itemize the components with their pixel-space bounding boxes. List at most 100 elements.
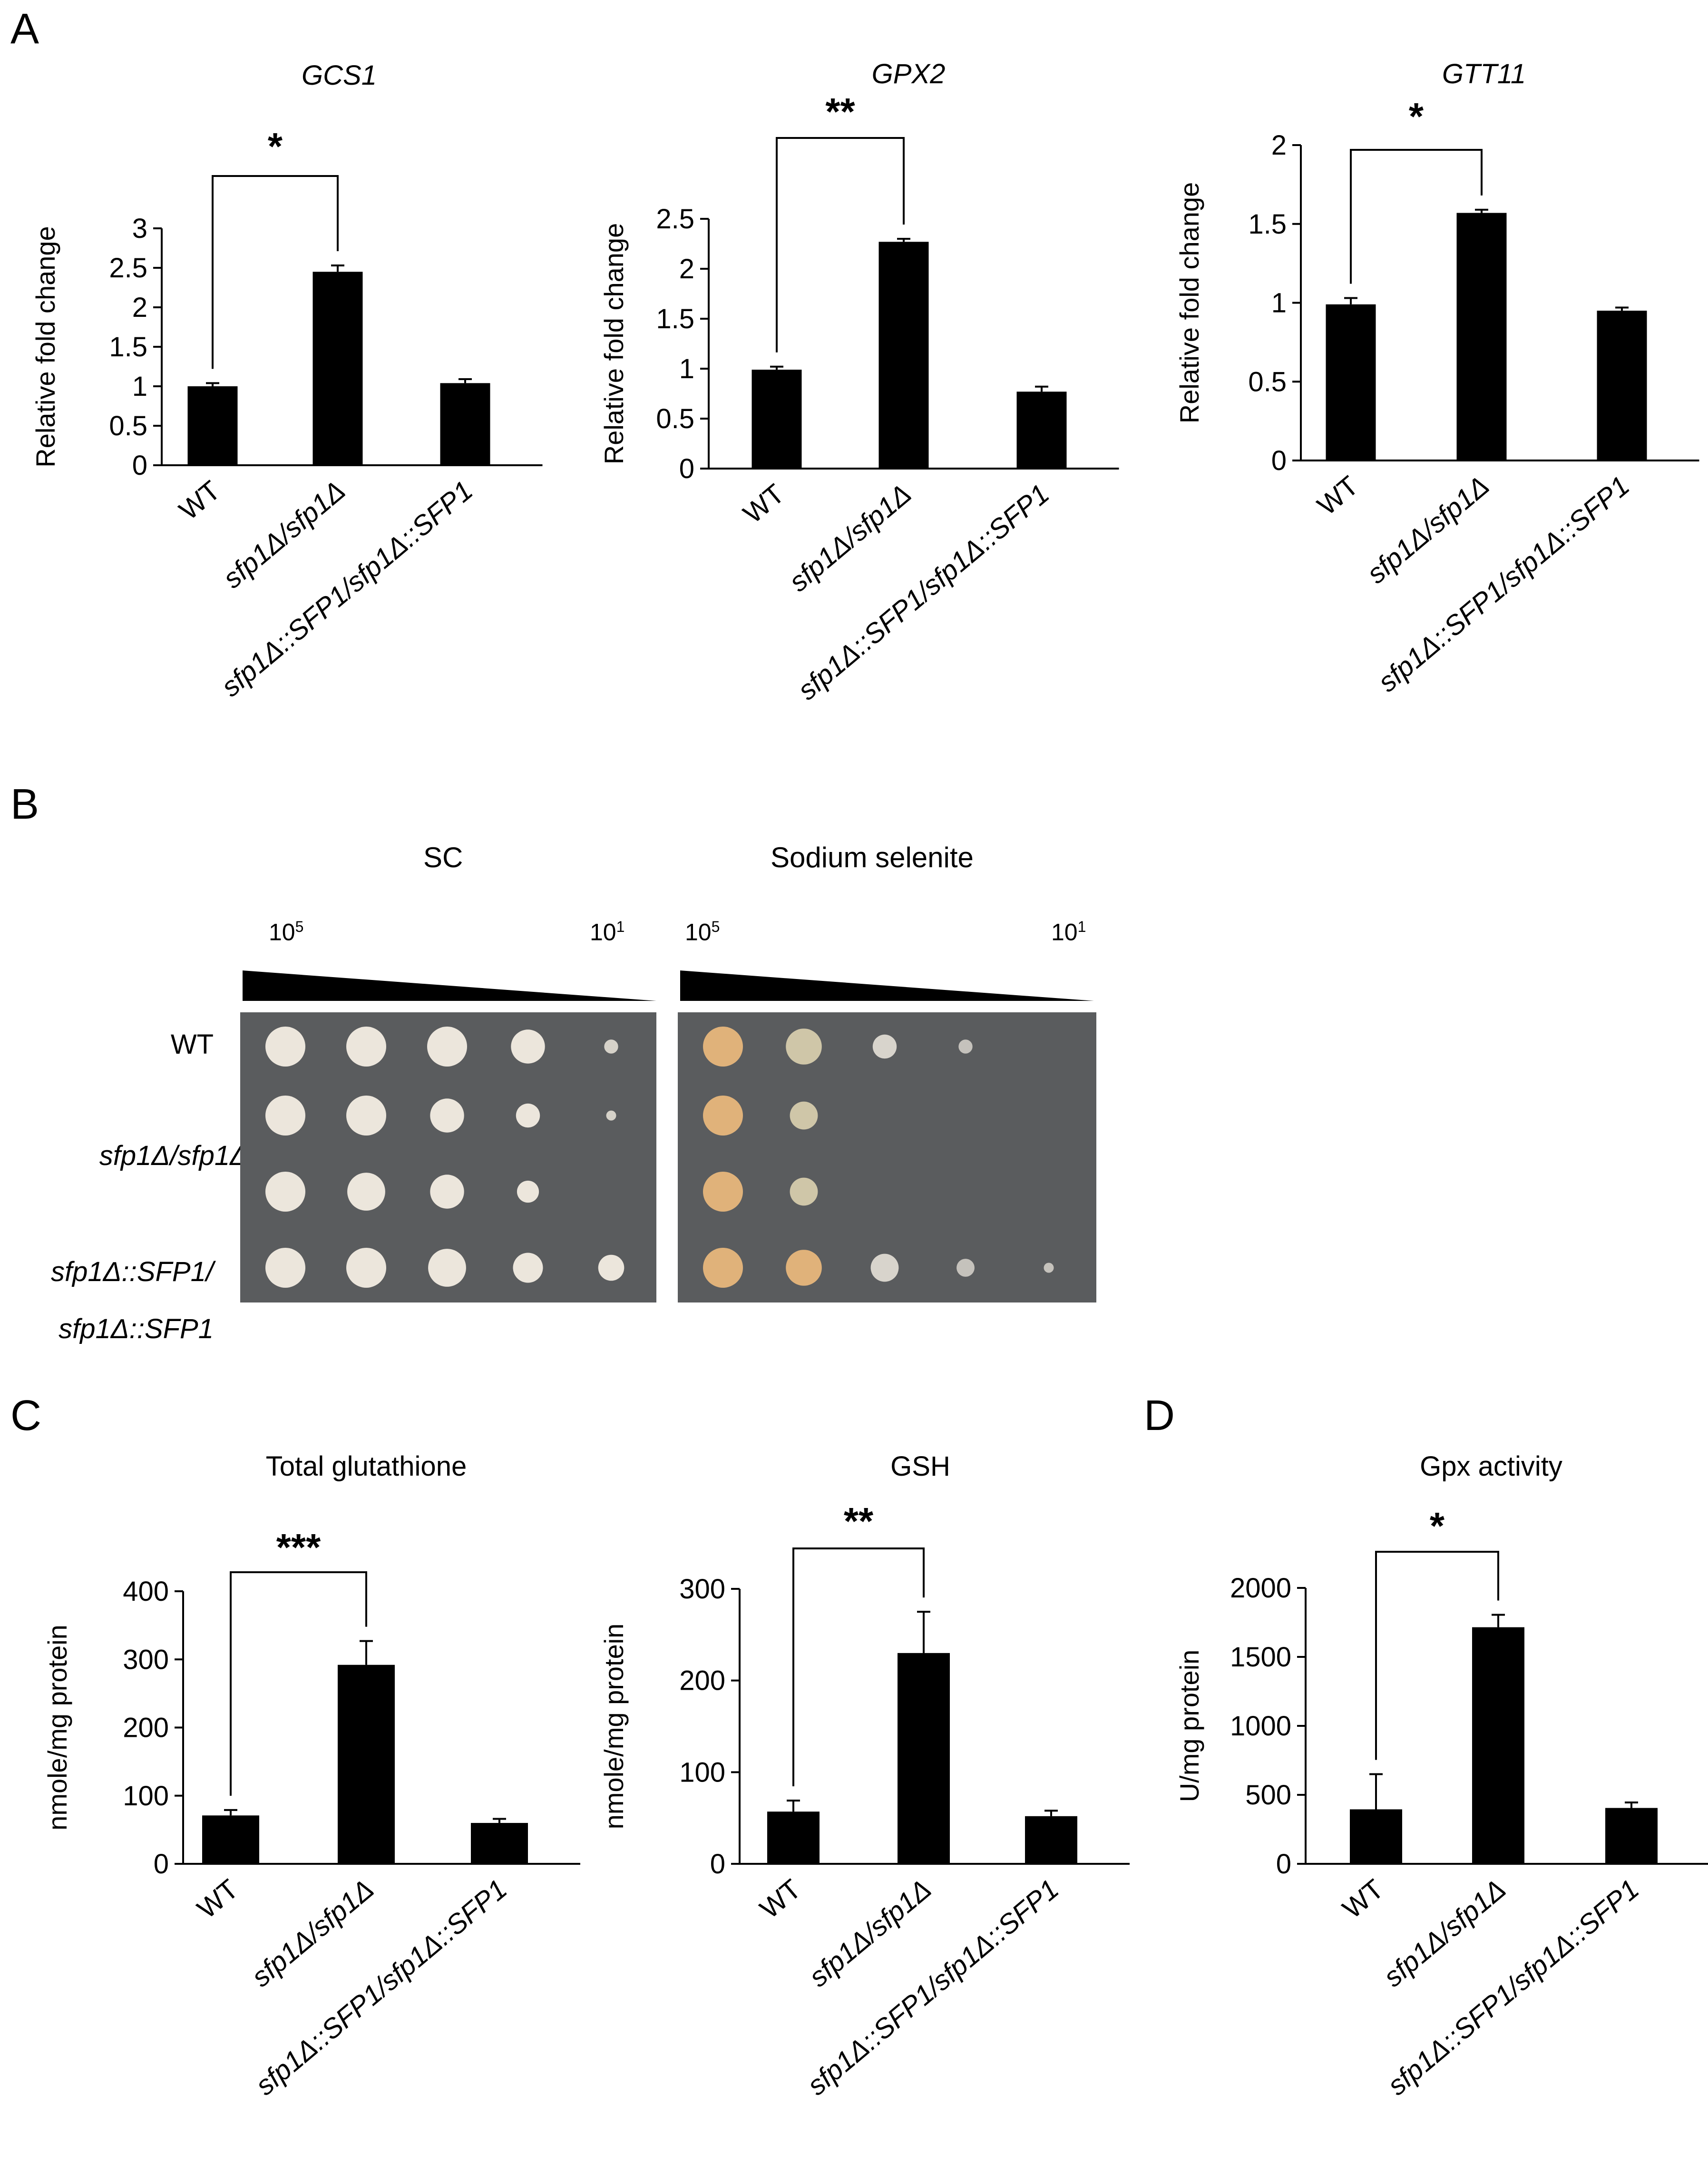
- colony-spot: [598, 1254, 625, 1281]
- y-axis-label: nmole/mg protein: [599, 1624, 629, 1830]
- dilution-exponent: 1: [616, 918, 625, 935]
- y-tick-label: 0: [679, 453, 694, 484]
- colony-spot: [517, 1180, 539, 1203]
- significance-stars: *: [1430, 1505, 1445, 1547]
- significance-bracket: [1375, 1551, 1499, 1760]
- y-tick-label: 0.5: [109, 411, 147, 441]
- colony-spot: [427, 1027, 467, 1067]
- chart-title: GCS1: [302, 60, 377, 91]
- dilution-wedge: [243, 970, 656, 1001]
- y-tick-label: 3: [132, 213, 147, 244]
- dilution-exponent: 1: [1077, 918, 1086, 935]
- y-tick-label: 2: [132, 292, 147, 323]
- significance-bracket: [792, 1547, 925, 1787]
- condition-label-sc: SC: [423, 842, 463, 873]
- dilution-exponent: 5: [295, 918, 304, 935]
- colony-spot: [265, 1172, 305, 1212]
- panel-label-a: A: [10, 5, 39, 53]
- y-tick-label: 0: [710, 1849, 725, 1880]
- bar: [471, 1823, 528, 1864]
- y-tick-label: 1500: [1230, 1642, 1291, 1673]
- y-tick-label: 0.5: [1248, 366, 1287, 397]
- y-tick-label: 2: [1271, 130, 1287, 161]
- y-tick-label: 1: [132, 371, 147, 402]
- bar: [1016, 392, 1067, 469]
- dilution-end-selenite: 101: [1051, 918, 1086, 946]
- colony-spot: [790, 1177, 818, 1206]
- colony-spot: [786, 1028, 822, 1065]
- bar: [1326, 304, 1376, 460]
- chart-title: Total glutathione: [266, 1451, 467, 1482]
- y-tick-label: 1.5: [109, 332, 147, 362]
- y-tick-label: 2: [679, 254, 694, 284]
- colony-spot: [346, 1096, 386, 1136]
- dilution-end-sc: 101: [590, 918, 625, 946]
- dilution-wedge: [680, 970, 1094, 1001]
- bar: [767, 1811, 820, 1864]
- dilution-start-selenite: 105: [685, 918, 720, 946]
- bar: [1456, 213, 1507, 460]
- y-tick-label: 500: [1245, 1780, 1291, 1811]
- chart-title: GTT11: [1442, 59, 1526, 89]
- bar: [752, 370, 802, 469]
- y-axis-label: Relative fold change: [30, 226, 60, 467]
- chart-title: GPX2: [872, 59, 946, 89]
- colony-spot: [265, 1096, 305, 1136]
- significance-stars: *: [268, 125, 283, 167]
- colony-spot: [1044, 1263, 1054, 1273]
- colony-spot: [347, 1173, 385, 1211]
- chart-title: Gpx activity: [1420, 1451, 1562, 1482]
- y-tick-label: 2000: [1230, 1573, 1291, 1604]
- colony-spot: [430, 1175, 464, 1209]
- bar: [440, 383, 490, 465]
- row-label-wt: WT: [170, 1029, 214, 1060]
- y-tick-label: 1.5: [656, 304, 694, 334]
- y-axis-label: nmole/mg protein: [42, 1625, 72, 1831]
- panel-label-b: B: [10, 781, 39, 828]
- colony-spot: [703, 1172, 743, 1212]
- dilution-base: 10: [590, 919, 616, 946]
- bar: [1597, 311, 1647, 460]
- colony-spot: [516, 1103, 540, 1128]
- significance-bracket: [776, 137, 905, 353]
- dilution-base: 10: [1051, 919, 1078, 946]
- bar: [898, 1653, 950, 1864]
- dilution-base: 10: [685, 919, 712, 946]
- y-tick-label: 200: [123, 1713, 169, 1743]
- y-tick-label: 0: [1271, 445, 1287, 476]
- colony-spot: [430, 1098, 464, 1133]
- bar: [1025, 1816, 1077, 1864]
- bar: [312, 272, 363, 465]
- colony-spot: [511, 1029, 545, 1064]
- y-tick-label: 0: [1276, 1849, 1291, 1880]
- y-tick-label: 0.5: [656, 403, 694, 434]
- dilution-exponent: 5: [711, 918, 720, 935]
- y-tick-label: 2.5: [656, 204, 694, 235]
- colony-spot: [265, 1248, 305, 1288]
- significance-stars: **: [825, 90, 855, 133]
- colony-spot: [265, 1027, 305, 1067]
- y-tick-label: 1: [679, 353, 694, 384]
- y-tick-label: 1.5: [1248, 209, 1287, 240]
- colony-spot: [703, 1027, 743, 1067]
- colony-spot: [958, 1039, 973, 1054]
- bar: [1605, 1808, 1658, 1864]
- significance-stars: ***: [276, 1526, 321, 1568]
- y-tick-label: 100: [123, 1781, 169, 1811]
- significance-bracket: [1350, 149, 1483, 284]
- colony-spot: [790, 1101, 818, 1130]
- row-label-reconstituted-2: sfp1Δ::SFP1: [59, 1313, 214, 1344]
- bar: [202, 1815, 259, 1864]
- row-label-reconstituted-1: sfp1Δ::SFP1/: [51, 1256, 214, 1287]
- bar: [1472, 1627, 1524, 1864]
- colony-spot: [346, 1248, 386, 1288]
- colony-spot: [703, 1096, 743, 1136]
- y-tick-label: 200: [679, 1665, 725, 1696]
- bar: [1350, 1809, 1402, 1864]
- y-axis-label: Relative fold change: [1174, 182, 1204, 423]
- y-tick-label: 100: [679, 1757, 725, 1788]
- y-axis-label: Relative fold change: [599, 223, 629, 464]
- colony-spot: [346, 1027, 386, 1067]
- y-tick-label: 300: [679, 1574, 725, 1605]
- bar: [187, 386, 238, 465]
